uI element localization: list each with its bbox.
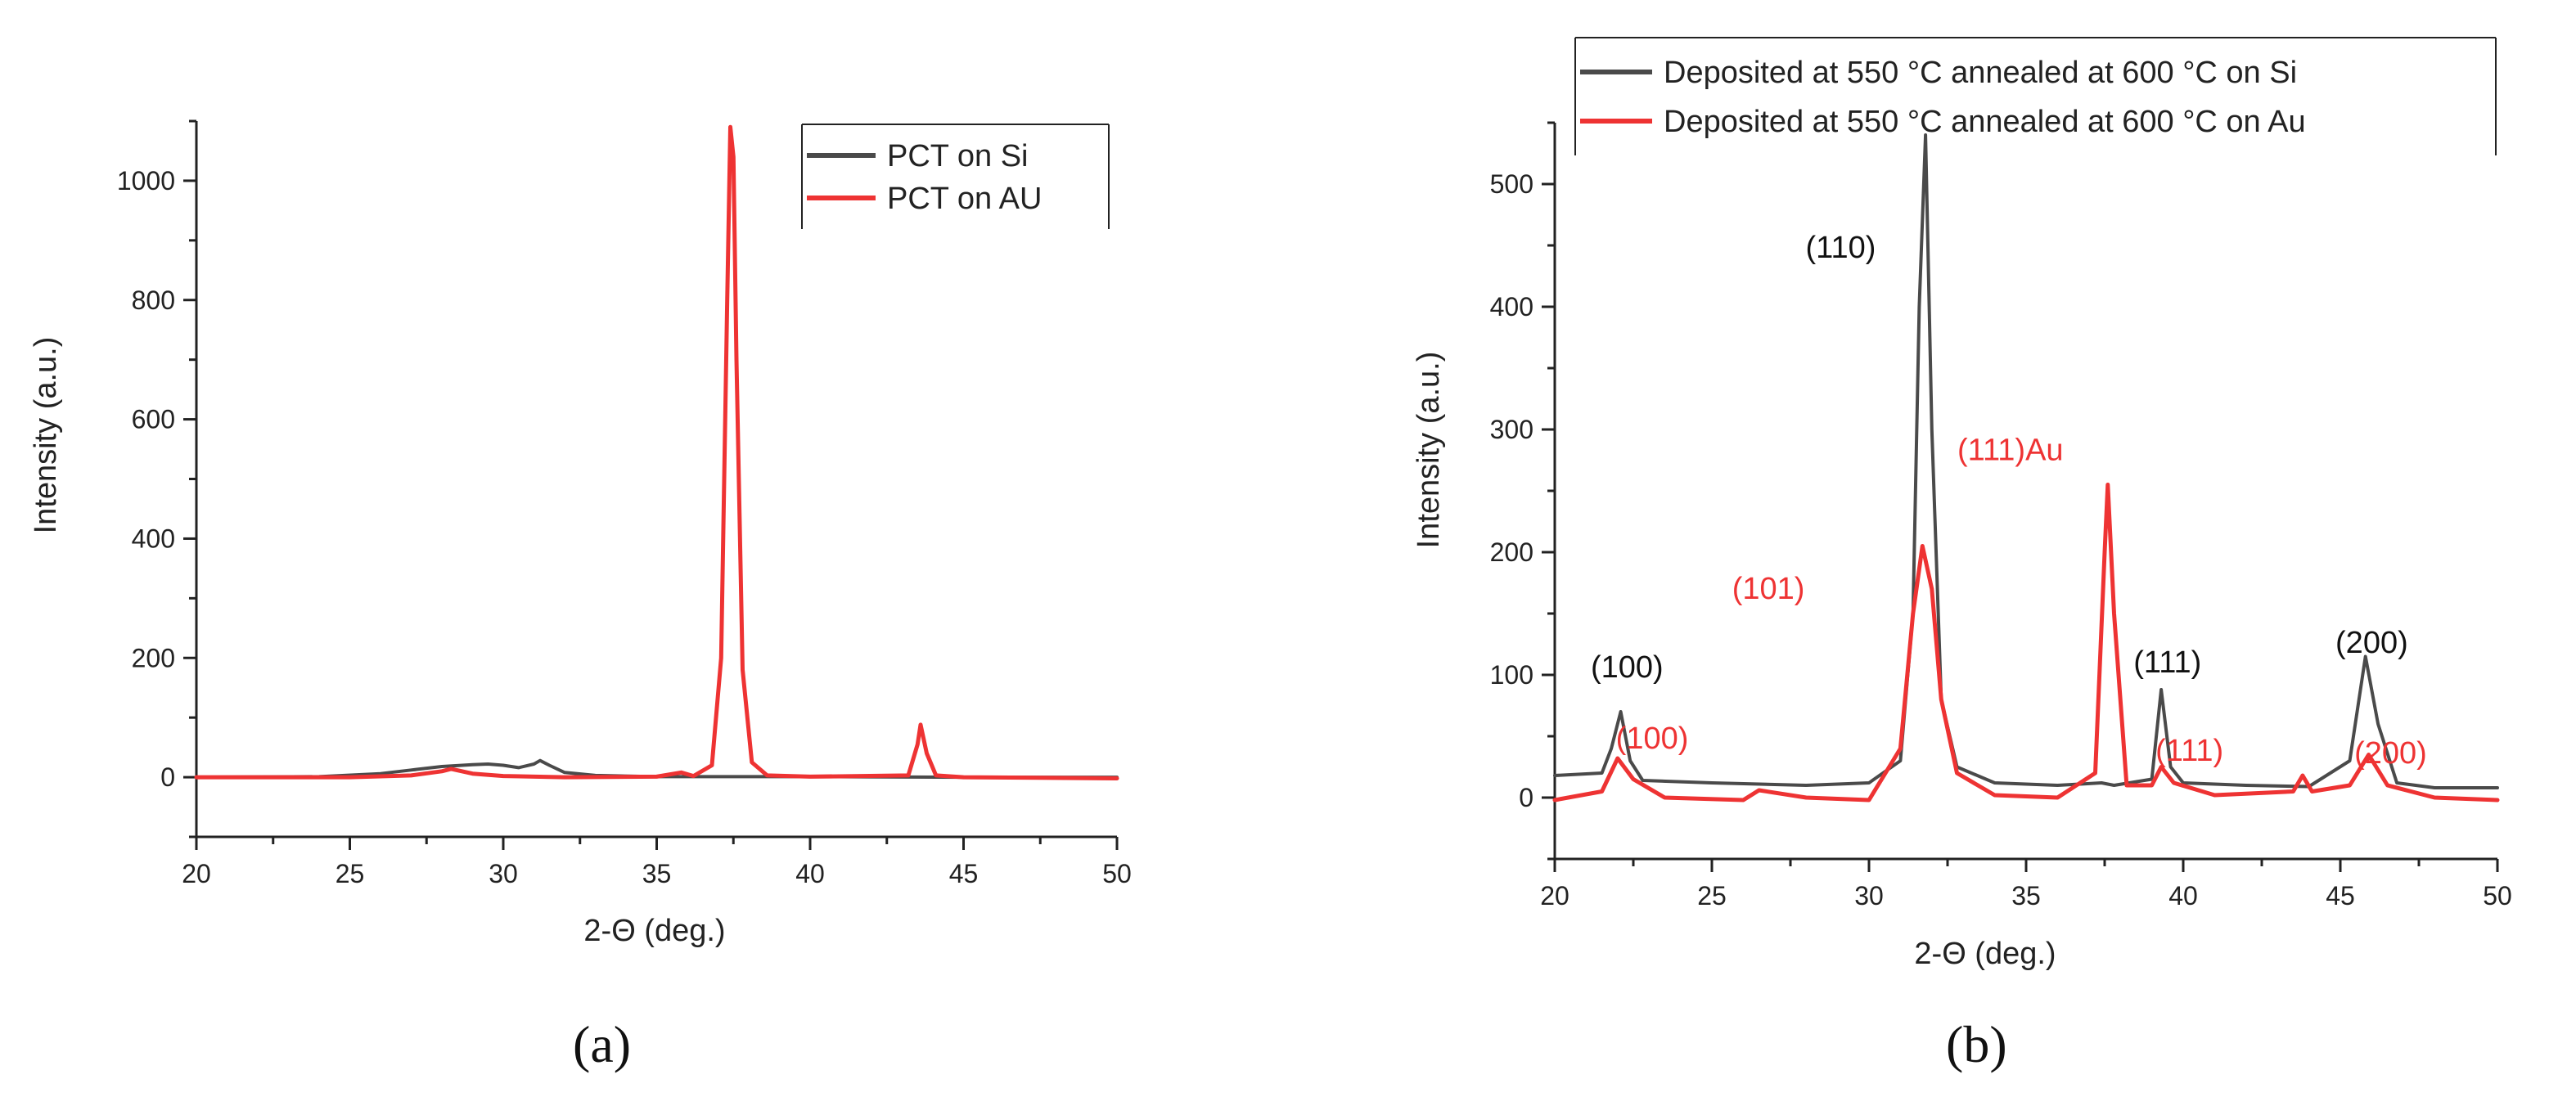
chart-b-x-tick-label: 20 [1540, 881, 1569, 910]
chart-b-peak-label: (100) [1616, 722, 1689, 756]
chart-b-y-tick-label: 400 [1490, 292, 1533, 321]
chart-a-y-tick-label: 200 [132, 643, 175, 672]
chart-a-x-tick-label: 25 [336, 859, 365, 888]
chart-b-peak-label: (111) [2155, 734, 2223, 768]
chart-b-legend: Deposited at 550 °C annealed at 600 °C o… [1574, 37, 2497, 155]
chart-b-peak-label: (200) [2354, 736, 2427, 771]
chart-b-x-tick-label: 40 [2168, 881, 2198, 910]
chart-b-peak-label: (111) [2133, 645, 2201, 680]
chart-a-x-tick-label: 45 [949, 859, 979, 888]
chart-a-y-tick-label: 800 [132, 285, 175, 315]
chart-a-series-1-line [195, 758, 1119, 780]
chart-b-x-tick-label: 50 [2483, 881, 2512, 910]
chart-a-y-axis-title: Intensity (a.u.) [29, 337, 63, 534]
chart-b-x-tick-label: 35 [2011, 881, 2041, 910]
chart-b-series-2-line [1552, 483, 2500, 803]
chart-a-y-tick-label: 1000 [117, 166, 175, 196]
chart-b-x-tick-label: 45 [2326, 881, 2355, 910]
chart-a-axes: 20 25 30 35 40 45 50 0 200 400 600 800 1000 [117, 119, 1132, 888]
chart-b-peak-label: (100) [1591, 650, 1664, 685]
chart-a-series-group [194, 124, 1119, 780]
chart-b-peak-label: (111)Au [1957, 434, 2064, 468]
chart-b-peak-label: (200) [2335, 626, 2408, 660]
chart-a-legend: PCT on Si PCT on AU [801, 124, 1110, 229]
chart-b-series-group [1552, 133, 2500, 803]
chart-b-peak-label: (110) [1805, 231, 1876, 265]
chart-a-x-axis-title: 2-Θ (deg.) [583, 914, 725, 948]
chart-a-legend-label-2: PCT on AU [887, 182, 1042, 216]
chart-a-x-tick-label: 50 [1102, 859, 1132, 888]
chart-a-y-tick-label: 600 [132, 405, 175, 434]
chart-b-y-tick-label: 100 [1490, 660, 1533, 690]
chart-b-y-axis-title: Intensity (a.u.) [1412, 352, 1446, 549]
chart-b-y-tick-label: 200 [1490, 537, 1533, 567]
chart-a-x-tick-label: 20 [182, 859, 211, 888]
chart-b-legend-label-2: Deposited at 550 °C annealed at 600 °C o… [1664, 105, 2306, 139]
chart-b-y-tick-label: 500 [1490, 169, 1533, 199]
chart-b-y-tick-label: 0 [1519, 783, 1533, 812]
chart-b-series-1-line [1553, 133, 2499, 789]
chart-b-peak-label: (101) [1732, 572, 1805, 606]
caption-b: (b) [1946, 1015, 2007, 1073]
chart-a-series-2-line [194, 124, 1119, 780]
caption-a: (a) [573, 1015, 632, 1073]
chart-b-x-axis-title: 2-Θ (deg.) [1914, 937, 2056, 971]
chart-a-y-tick-label: 0 [160, 762, 175, 792]
chart-b-annotations: (110) (100) (111) (200) (101) (100) (111)Au (11… [1591, 231, 2427, 771]
chart-b-legend-label-1: Deposited at 550 °C annealed at 600 °C o… [1664, 56, 2297, 90]
chart-a-y-tick-label: 400 [132, 524, 175, 553]
chart-b-y-tick-label: 300 [1490, 415, 1533, 444]
chart-a-x-tick-label: 40 [795, 859, 825, 888]
chart-b-x-tick-label: 25 [1697, 881, 1727, 910]
chart-a-legend-label-1: PCT on Si [887, 139, 1028, 173]
chart-a-x-tick-label: 35 [642, 859, 672, 888]
chart-a-x-tick-label: 30 [489, 859, 518, 888]
chart-b-x-tick-label: 30 [1854, 881, 1884, 910]
chart-a: 20 25 30 35 40 45 50 0 200 400 600 800 1000 PCT on S… [29, 119, 1132, 948]
